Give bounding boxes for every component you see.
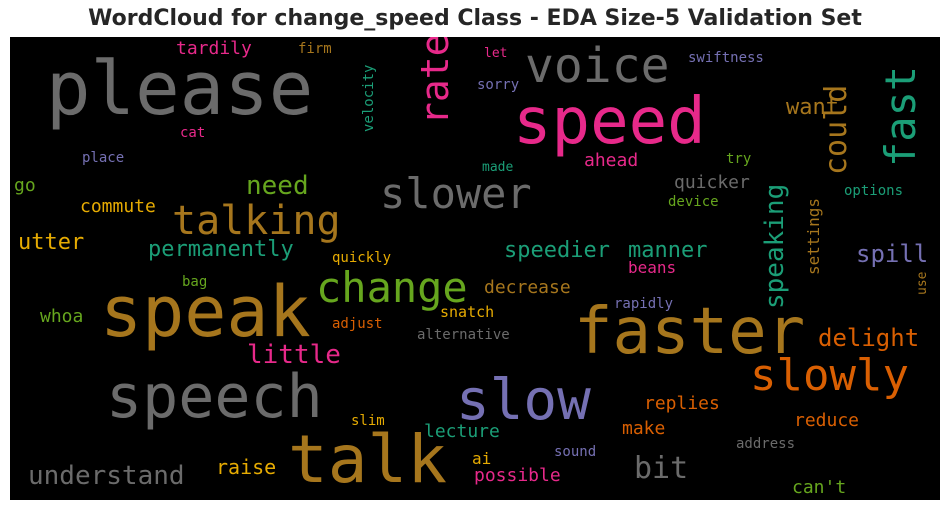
word-sound: sound: [554, 445, 596, 459]
word-whoa: whoa: [40, 308, 83, 326]
word-speedier: speedier: [504, 240, 610, 262]
word-tardily: tardily: [176, 40, 252, 58]
word-sorry: sorry: [477, 78, 519, 92]
word-adjust: adjust: [332, 317, 383, 331]
word-use: use: [916, 272, 929, 295]
word-commute: commute: [80, 198, 156, 216]
word-slower: slower: [380, 173, 532, 215]
word-talking: talking: [172, 201, 341, 241]
word-settings: settings: [806, 198, 822, 275]
word-quicker: quicker: [674, 174, 750, 192]
word-slowly: slowly: [750, 354, 909, 398]
word-cloud-canvas: please voice speed fast rate could want tardily…: [10, 37, 940, 500]
word-please: please: [46, 52, 313, 126]
word-place: place: [82, 151, 124, 165]
word-raise: raise: [216, 457, 276, 477]
word-bit: bit: [634, 454, 688, 484]
word-reduce: reduce: [794, 412, 859, 430]
word-alternative: alternative: [417, 328, 510, 342]
word-go: go: [14, 177, 36, 195]
word-want: want: [786, 97, 839, 119]
word-need: need: [246, 173, 309, 199]
word-delight: delight: [818, 326, 919, 350]
word-cat: cat: [180, 126, 205, 140]
word-understand: understand: [28, 463, 185, 489]
word-firm: firm: [298, 42, 332, 56]
word-spill: spill: [856, 242, 928, 266]
word-speed: speed: [513, 90, 706, 154]
word-speak: speak: [100, 277, 311, 347]
word-make: make: [622, 420, 665, 438]
figure-title: WordCloud for change_speed Class - EDA S…: [0, 6, 950, 31]
word-swiftness: swiftness: [688, 51, 764, 65]
word-address: address: [736, 437, 795, 451]
word-let: let: [484, 47, 507, 60]
word-speech: speech: [106, 367, 323, 427]
word-velocity: velocity: [362, 65, 376, 132]
word-device: device: [668, 195, 719, 209]
word-options: options: [844, 184, 903, 198]
word-voice: voice: [525, 42, 670, 90]
word-speaking: speaking: [762, 184, 788, 309]
word-permanently: permanently: [148, 239, 294, 261]
word-ahead: ahead: [584, 152, 638, 170]
word-rate: rate: [416, 37, 454, 125]
word-decrease: decrease: [484, 279, 571, 297]
word-can-t: can't: [792, 479, 846, 497]
word-replies: replies: [644, 395, 720, 413]
word-snatch: snatch: [440, 305, 494, 320]
word-utter: utter: [18, 232, 84, 254]
word-try: try: [726, 152, 751, 166]
word-beans: beans: [628, 260, 676, 276]
word-fast: fast: [880, 66, 922, 167]
word-possible: possible: [474, 467, 561, 485]
word-talk: talk: [288, 427, 447, 493]
